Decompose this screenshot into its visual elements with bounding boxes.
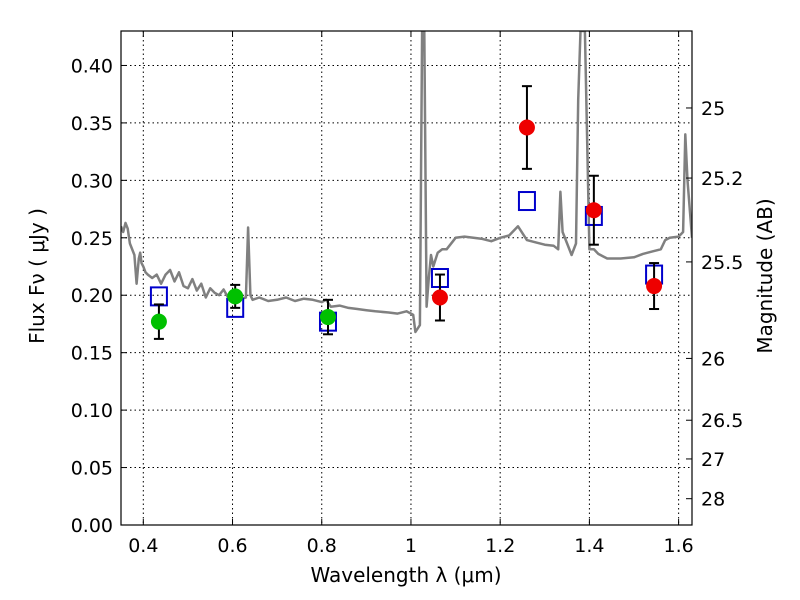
x-tick-label: 1.6 bbox=[664, 535, 694, 557]
y-tick-label: 0.30 bbox=[71, 170, 113, 192]
grid-lines bbox=[121, 31, 692, 526]
data-point-marker bbox=[150, 313, 167, 330]
sed-line bbox=[121, 31, 692, 334]
y-tick-label: 0.15 bbox=[71, 343, 113, 365]
y-tick-label: 0.35 bbox=[71, 113, 113, 135]
tick-marks bbox=[121, 31, 692, 526]
x-tick-label: 0.6 bbox=[217, 535, 247, 557]
tick-labels: 0.4 0.6 0.8 1 1.2 1.4 1.6 0.00 0.05 0.10 0.15 0.20 0… bbox=[71, 55, 744, 557]
y-axis-title-right: Magnitude (AB) bbox=[753, 198, 777, 353]
x-tick-label: 0.4 bbox=[128, 535, 158, 557]
right-tick-label: 25.2 bbox=[701, 168, 743, 190]
y-tick-label: 0.05 bbox=[71, 458, 113, 480]
y-tick-label: 0.25 bbox=[71, 228, 113, 250]
right-tick-label: 25 bbox=[701, 98, 725, 120]
right-tick-label: 27 bbox=[701, 449, 725, 471]
y-tick-label: 0.10 bbox=[71, 400, 113, 422]
data-point-marker bbox=[227, 288, 244, 305]
x-tick-label: 1 bbox=[405, 535, 417, 557]
plot-frame bbox=[120, 30, 693, 526]
model-square-marker bbox=[517, 191, 536, 212]
right-tick-label: 25.5 bbox=[701, 252, 743, 274]
data-point-marker bbox=[431, 289, 448, 306]
right-tick-label: 26 bbox=[701, 348, 725, 370]
right-tick-label: 28 bbox=[701, 489, 725, 511]
y-tick-label: 0.20 bbox=[71, 285, 113, 307]
data-point-marker bbox=[319, 309, 336, 326]
x-tick-label: 1.2 bbox=[485, 535, 515, 557]
points-layer bbox=[149, 85, 664, 340]
data-point-marker bbox=[585, 202, 602, 219]
data-point-marker bbox=[518, 119, 535, 136]
y-tick-label: 0.40 bbox=[71, 55, 113, 77]
y-axis-title: Flux Fν ( μJy ) bbox=[25, 208, 49, 344]
sed-layer bbox=[121, 31, 692, 334]
y-tick-label: 0.00 bbox=[71, 515, 113, 537]
right-tick-label: 26.5 bbox=[701, 410, 743, 432]
data-point-marker bbox=[646, 278, 663, 295]
x-axis-title: Wavelength λ (μm) bbox=[310, 563, 501, 587]
model-square-marker bbox=[149, 286, 168, 307]
x-tick-label: 1.4 bbox=[574, 535, 604, 557]
x-tick-label: 0.8 bbox=[307, 535, 337, 557]
